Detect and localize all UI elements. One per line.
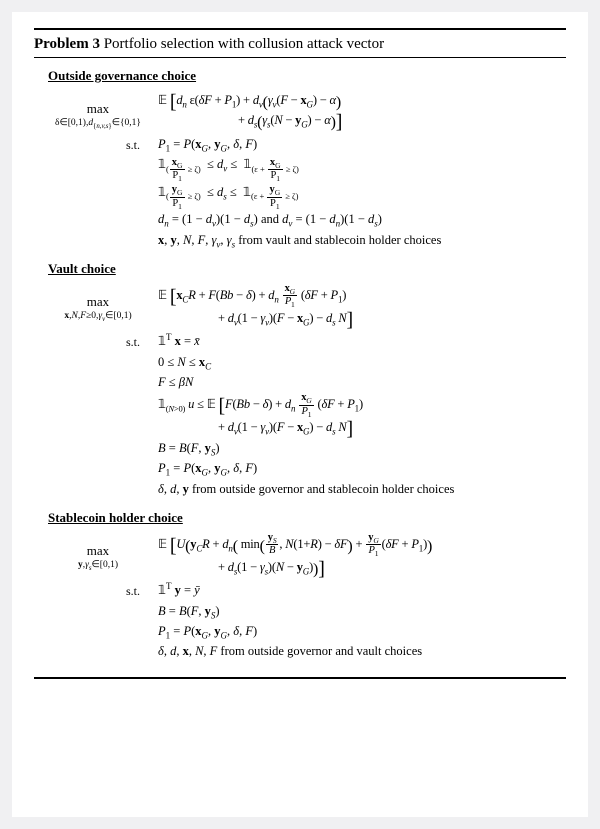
- vault-c4a: 𝟙(N>0) u ≤ 𝔼 [F(Bb − δ) + dn xGP1 (δF + …: [158, 393, 566, 417]
- max-word: max: [87, 543, 109, 558]
- vault-constraints-eqs: 𝟙T x = x̄ 0 ≤ N ≤ xC F ≤ βN 𝟙(N>0) u ≤ 𝔼…: [158, 331, 566, 500]
- max-word: max: [87, 294, 109, 309]
- stable-objective-row: max y,γs∈[0,1) 𝔼 [U(yCR + dn( min(ySB, N…: [38, 532, 566, 578]
- outside-c3: 𝟙(yGP1 ≥ ζ) ≤ ds ≤ 𝟙(ε + yGP1 ≥ ζ): [158, 183, 566, 210]
- stable-obj-1: 𝔼 [U(yCR + dn( min(ySB, N(1+R) − δF) + y…: [158, 533, 566, 557]
- outside-constraints: s.t. P1 = P(xG, yG, δ, F) 𝟙(xGP1 ≥ ζ) ≤ …: [38, 134, 566, 251]
- vault-heading: Vault choice: [48, 261, 566, 277]
- title-underline: [34, 57, 566, 58]
- max-word: max: [87, 101, 109, 116]
- outside-obj-2: + ds(γs(N − yG) − α)]: [158, 111, 566, 130]
- vault-c3: F ≤ βN: [158, 373, 566, 392]
- outside-c5: x, y, N, F, γv, γs from vault and stable…: [158, 231, 566, 250]
- vault-obj-1: 𝔼 [xCR + F(Bb − δ) + dn xGP1 (δF + P1): [158, 284, 566, 308]
- max-sub: x,N,F≥0,γv∈[0,1): [38, 311, 158, 321]
- outside-c2: 𝟙(xGP1 ≥ ζ) ≤ dv ≤ 𝟙(ε + xGP1 ≥ ζ): [158, 155, 566, 182]
- stable-objective: 𝔼 [U(yCR + dn( min(ySB, N(1+R) − δF) + y…: [158, 532, 566, 578]
- outside-c1: P1 = P(xG, yG, δ, F): [158, 135, 566, 154]
- outside-obj-1: 𝔼 [dn ε(δF + P1) + dv(γv(F − xG) − α): [158, 91, 566, 110]
- stable-c1: 𝟙T y = ȳ: [158, 581, 566, 600]
- vault-max: max x,N,F≥0,γv∈[0,1): [38, 289, 158, 321]
- stable-max: max y,γs∈[0,1): [38, 538, 158, 570]
- stable-heading: Stablecoin holder choice: [48, 510, 566, 526]
- outside-heading: Outside governance choice: [48, 68, 566, 84]
- vault-objective-row: max x,N,F≥0,γv∈[0,1) 𝔼 [xCR + F(Bb − δ) …: [38, 283, 566, 329]
- vault-obj-2: + dv(1 − γv)(F − xG) − ds N]: [158, 309, 566, 328]
- vault-c5: B = B(F, yS): [158, 439, 566, 458]
- top-rule: [34, 28, 566, 30]
- stable-c3: P1 = P(xG, yG, δ, F): [158, 622, 566, 641]
- problem-title-text: Portfolio selection with collusion attac…: [104, 36, 384, 52]
- problem-title: Problem 3 Portfolio selection with collu…: [34, 32, 566, 57]
- stable-constraints-eqs: 𝟙T y = ȳ B = B(F, yS) P1 = P(xG, yG, δ, …: [158, 580, 566, 663]
- outside-objective: 𝔼 [dn ε(δF + P1) + dv(γv(F − xG) − α) + …: [158, 90, 566, 132]
- stable-obj-2: + ds(1 − γs)(N − yG))]: [158, 558, 566, 577]
- stable-c4: δ, d, x, N, F from outside governor and …: [158, 642, 566, 661]
- outside-constraints-eqs: P1 = P(xG, yG, δ, F) 𝟙(xGP1 ≥ ζ) ≤ dv ≤ …: [158, 134, 566, 251]
- vault-c4b: + dv(1 − γv)(F − xG) − ds N]: [158, 418, 566, 437]
- vault-objective: 𝔼 [xCR + F(Bb − δ) + dn xGP1 (δF + P1) +…: [158, 283, 566, 329]
- stable-st: s.t.: [38, 580, 158, 599]
- max-sub: δ∈[0,1),d{n,v,s}∈{0,1}: [38, 118, 158, 128]
- bottom-rule: [34, 677, 566, 679]
- problem-label: Problem 3: [34, 36, 100, 52]
- vault-c2: 0 ≤ N ≤ xC: [158, 353, 566, 372]
- vault-c7: δ, d, y from outside governor and stable…: [158, 480, 566, 499]
- vault-constraints: s.t. 𝟙T x = x̄ 0 ≤ N ≤ xC F ≤ βN 𝟙(N>0) …: [38, 331, 566, 500]
- vault-c6: P1 = P(xG, yG, δ, F): [158, 459, 566, 478]
- vault-st: s.t.: [38, 331, 158, 350]
- vault-c1: 𝟙T x = x̄: [158, 332, 566, 351]
- max-sub: y,γs∈[0,1): [38, 560, 158, 570]
- stable-c2: B = B(F, yS): [158, 602, 566, 621]
- page: Problem 3 Portfolio selection with collu…: [12, 12, 588, 817]
- stable-constraints: s.t. 𝟙T y = ȳ B = B(F, yS) P1 = P(xG, yG…: [38, 580, 566, 663]
- outside-st: s.t.: [38, 134, 158, 153]
- outside-objective-row: max δ∈[0,1),d{n,v,s}∈{0,1} 𝔼 [dn ε(δF + …: [38, 90, 566, 132]
- outside-max: max δ∈[0,1),d{n,v,s}∈{0,1}: [38, 96, 158, 128]
- outside-c4: dn = (1 − dv)(1 − ds) and dv = (1 − dn)(…: [158, 210, 566, 229]
